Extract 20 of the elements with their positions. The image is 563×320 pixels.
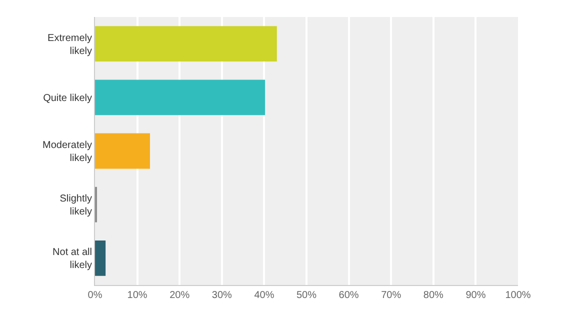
y-tick-label: Slightly likely: [60, 194, 92, 218]
y-tick-label: Extremely likely: [48, 32, 92, 57]
x-tick-label: 90%: [466, 290, 486, 301]
y-tick-label: Not at all likely: [52, 247, 92, 272]
bar: [95, 26, 277, 62]
x-tick-label: 50%: [296, 290, 317, 301]
x-tick-label: 80%: [423, 290, 444, 301]
y-tick-label: Moderately likely: [42, 140, 92, 164]
x-tick-label: 40%: [254, 290, 274, 301]
x-tick-label: 70%: [381, 290, 402, 301]
x-tick-label: 0%: [88, 290, 102, 301]
bar: [95, 240, 106, 276]
x-tick-label: 20%: [170, 290, 190, 301]
x-tick-label: 60%: [338, 290, 359, 301]
x-tick-label: 100%: [505, 290, 531, 301]
bar: [95, 133, 150, 169]
y-tick-label: Quite likely: [43, 92, 92, 104]
x-tick-label: 30%: [212, 290, 232, 301]
x-tick-label: 10%: [127, 290, 148, 301]
bar: [95, 80, 266, 116]
